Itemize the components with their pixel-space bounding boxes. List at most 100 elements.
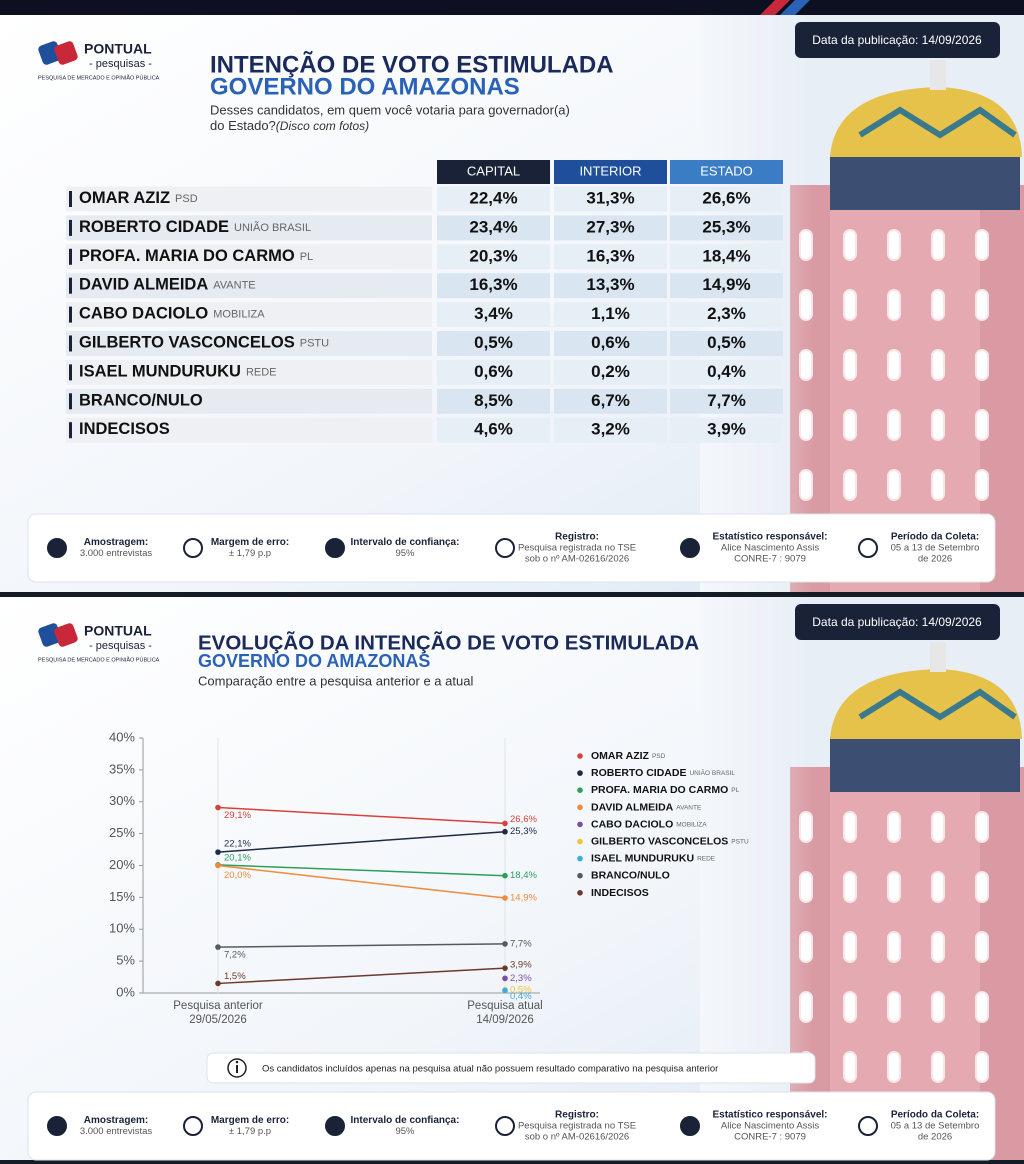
data-point [502,941,508,947]
legend-name: CABO DACIOLO [591,818,673,830]
info-label: Estatístico responsável: [712,1110,827,1121]
candidate-name: INDECISOS [79,421,170,439]
info-icon [495,538,515,558]
stripe [760,0,790,15]
info-label: Registro: [555,1110,599,1121]
publication-date: Data da publicação: 14/09/2026 [812,33,982,47]
info-text: Pesquisa registrada no TSE [518,1121,636,1132]
candidate: ROBERTO CIDADE UNIÃO BRASIL [79,218,311,236]
legend-marker [577,804,583,811]
cell-value: 27,3% [586,217,634,236]
row-background [66,331,432,356]
column-header [670,160,783,184]
info-text: 95% [395,1126,415,1137]
info-text: 05 a 13 de Setembro [891,543,980,554]
x-tick-date: 14/09/2026 [476,1014,534,1026]
column-header [437,160,550,184]
note-icon-bar [236,1065,238,1073]
series-line [217,830,506,853]
y-tick-label: 5% [116,953,135,968]
info-text: 3.000 entrevistas [80,548,153,559]
cell-value: 0,6% [474,362,513,381]
legend-marker [577,838,583,845]
data-point [502,975,508,982]
cell-background [554,273,667,299]
data-point [502,828,508,835]
legend-marker [577,890,583,896]
candidate: GILBERTO VASCONCELOS PSTU [79,334,329,352]
cell-background [670,215,783,241]
info-label: Amostragem: [84,537,148,548]
cell-background [554,388,667,414]
logo-mark [54,41,78,65]
candidate: ISAEL MUNDURUKU REDE [79,363,277,381]
cell-background [554,331,667,356]
data-label: 20,0% [224,870,251,881]
cell-value: 16,3% [469,275,517,294]
info-text: CONRE-7 : 9079 [734,554,806,565]
info-label: Intervalo de confiança: [351,537,460,548]
data-point [502,987,508,994]
candidate-name: CABO DACIOLO [79,305,208,323]
cell-background [437,302,550,328]
info-text: Alice Nascimento Assis [721,1121,819,1132]
cell-value: 0,5% [474,333,513,352]
publication-date: Data da publicação: 14/09/2026 [812,615,982,629]
data-label: 22,1% [224,839,251,850]
series-line [217,864,506,899]
candidate: DAVID ALMEIDA AVANTE [79,276,256,294]
x-tick-label: Pesquisa atual [467,1000,542,1012]
question: Desses candidatos, em quem você votaria … [210,102,570,117]
logo-name: PONTUAL [84,623,152,639]
candidate-name: OMAR AZIZ [79,189,170,207]
data-point [502,965,508,971]
row-marker [69,277,72,294]
legend-entry: ROBERTO CIDADE UNIÃO BRASIL [591,767,735,779]
cell-background [437,388,550,414]
date-badge [795,22,1000,58]
row-background [66,244,432,270]
y-tick-label: 0% [116,984,135,999]
info-text: 95% [395,548,415,559]
row-marker [69,191,72,207]
cell-value: 6,7% [591,391,630,410]
legend-entry: DAVID ALMEIDA AVANTE [591,801,702,813]
cell-background [437,215,550,241]
candidate-party: MOBILIZA [213,309,265,321]
chart-subtitle: Comparação entre a pesquisa anterior e a… [198,673,473,688]
info-text: de 2026 [918,1132,952,1143]
info-label: Registro: [555,532,599,543]
candidate-party: UNIÃO BRASIL [234,221,311,234]
info-text: Alice Nascimento Assis [721,543,819,554]
series-line [217,864,506,877]
legend-party: REDE [697,855,716,862]
data-label: 1,5% [224,971,246,982]
legend-marker [577,787,583,793]
cell-value: 8,5% [474,391,513,410]
info-text: 3.000 entrevistas [80,1126,153,1137]
info-text: Pesquisa registrada no TSE [518,543,636,554]
legend-party: PL [731,787,739,794]
cell-background [437,417,550,443]
column-header [554,160,667,184]
data-point [215,849,221,855]
cell-background [437,331,550,356]
info-icon [858,538,878,558]
stripe [780,0,810,15]
question-note: (Disco com fotos) [276,119,369,133]
cell-value: 22,4% [469,188,517,207]
legend-entry: INDECISOS [591,887,649,899]
info-icon [680,538,700,558]
info-icon [495,1116,515,1136]
note-icon-dot [235,1060,239,1064]
data-label: 0,4% [510,991,532,1002]
legend-name: DAVID ALMEIDA [591,801,674,813]
candidate-party: PSD [175,193,198,205]
column-header-label: INTERIOR [579,163,641,178]
cell-background [670,359,783,385]
cell-value: 23,4% [469,217,517,236]
info-icon [183,538,203,558]
cell-background [554,244,667,270]
legend-name: OMAR AZIZ [591,750,650,762]
